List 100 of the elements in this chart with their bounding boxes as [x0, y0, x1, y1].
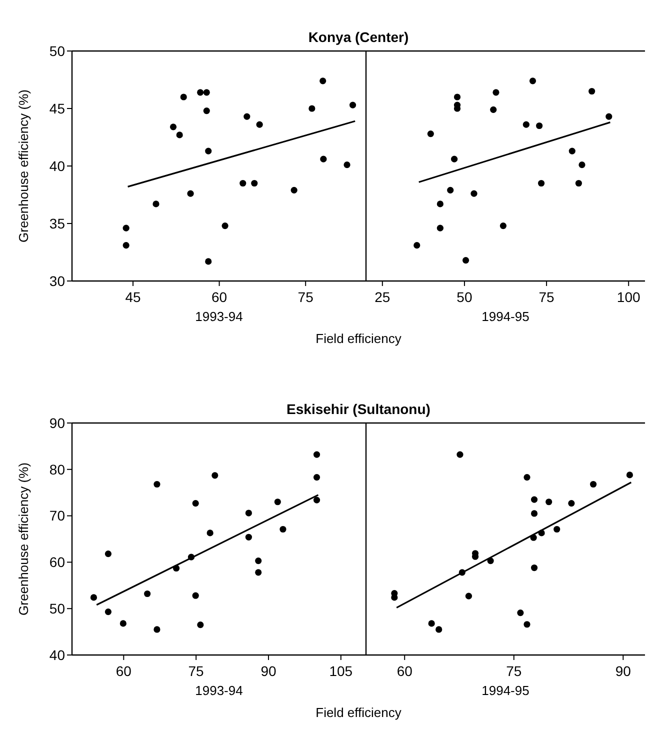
x-tick-label: 60 [116, 663, 132, 679]
y-axis-title: Greenhouse efficiency (%) [16, 462, 31, 616]
point [192, 592, 199, 599]
x-axis-title: 1993-94 [195, 683, 243, 698]
point [205, 148, 212, 154]
point [530, 564, 538, 572]
x-tick-label: 100 [616, 289, 640, 305]
point [203, 89, 210, 96]
y-tick-label: 50 [49, 42, 66, 59]
point [427, 130, 434, 138]
point [154, 480, 160, 488]
point [251, 180, 258, 187]
point [192, 500, 199, 507]
point [320, 156, 327, 162]
point [530, 496, 538, 503]
point [104, 550, 112, 558]
x-tick-label: 75 [298, 289, 314, 305]
point [187, 190, 194, 197]
y-tick-label: 40 [49, 158, 66, 174]
point [203, 108, 210, 114]
point [197, 622, 204, 628]
point [206, 530, 214, 536]
x-tick-label: 50 [456, 289, 472, 305]
point [255, 569, 262, 576]
point [144, 590, 151, 598]
chart-title: Eskisehir (Sultanonu) [286, 401, 430, 417]
point [436, 224, 444, 232]
x-tick-label: 60 [212, 289, 228, 305]
y-tick-label: 30 [49, 272, 66, 289]
point [436, 200, 444, 208]
point [524, 621, 530, 628]
point [349, 102, 356, 108]
x-axis-title: 1993-94 [195, 309, 243, 324]
point [546, 498, 552, 506]
point [454, 94, 461, 100]
point [205, 258, 212, 265]
point [391, 594, 398, 601]
point [568, 148, 576, 154]
point [313, 474, 320, 481]
point [255, 558, 262, 564]
point [180, 94, 187, 100]
point [538, 180, 545, 187]
point [517, 609, 524, 616]
chart-title: Konya (Center) [308, 29, 409, 45]
x-tick-label: 60 [396, 663, 413, 679]
point [490, 106, 497, 113]
text: Field efficiency [316, 705, 402, 720]
point [575, 180, 582, 187]
point [170, 124, 177, 130]
point [308, 105, 316, 112]
point [578, 162, 586, 168]
point [280, 526, 286, 533]
point [447, 186, 454, 194]
point [90, 594, 98, 601]
point [122, 224, 130, 232]
point [606, 113, 612, 120]
x-axis-title: 1994-95 [482, 683, 530, 698]
y-tick-label: 50 [49, 600, 66, 616]
point [462, 257, 470, 264]
x-tick-label: 25 [374, 289, 390, 305]
point [588, 88, 596, 95]
y-tick-label: 80 [49, 461, 66, 478]
point [470, 190, 478, 197]
point [522, 121, 530, 128]
point [245, 510, 252, 516]
point [122, 242, 130, 249]
point [436, 626, 442, 633]
y-tick-label: 35 [49, 215, 66, 232]
x-tick-label: 105 [329, 663, 353, 679]
point [256, 121, 263, 128]
point [529, 78, 536, 84]
x-tick-label: 90 [615, 663, 632, 679]
point [465, 592, 472, 600]
point [290, 186, 298, 194]
point [154, 626, 160, 633]
point [320, 78, 326, 84]
point [244, 113, 250, 120]
x-tick-label: 75 [538, 289, 555, 305]
point [626, 472, 633, 478]
point [568, 500, 575, 507]
x-tick-label: 75 [506, 663, 522, 679]
point [590, 480, 597, 488]
point [222, 222, 228, 230]
point [524, 474, 530, 481]
point [414, 242, 420, 249]
y-tick-label: 60 [49, 554, 66, 570]
point [197, 89, 204, 96]
point [212, 472, 218, 479]
point [554, 526, 560, 533]
point [240, 180, 246, 187]
point [152, 200, 160, 208]
point [313, 451, 320, 458]
text: Field efficiency [316, 331, 402, 346]
x-tick-label: 75 [188, 663, 204, 679]
point [245, 534, 252, 540]
y-axis-title: Greenhouse efficiency (%) [16, 90, 31, 242]
x-tick-label: 90 [260, 663, 276, 679]
point [450, 156, 458, 162]
point [492, 89, 500, 96]
x-axis-title: 1994-95 [482, 309, 530, 324]
